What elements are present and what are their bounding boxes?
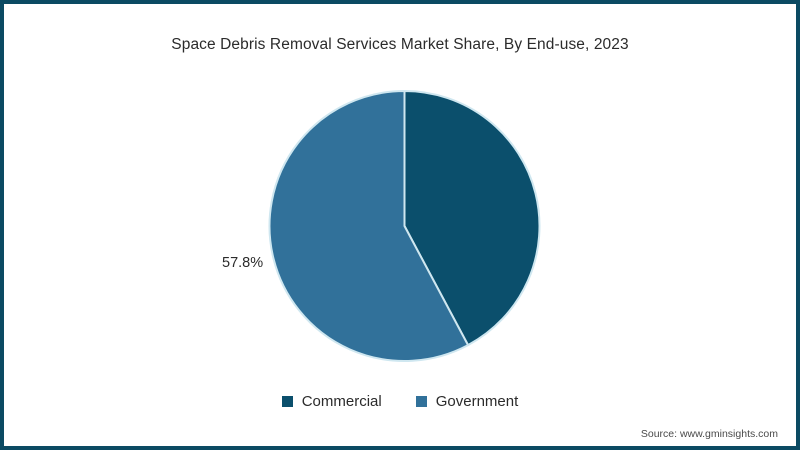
legend-item-commercial[interactable]: Commercial: [281, 393, 382, 410]
pie-chart: 57.8%: [4, 4, 796, 446]
legend-swatch-icon: [281, 396, 293, 407]
pie-slice-label-government: 57.8%: [222, 255, 264, 271]
pie-chart-svg: [268, 90, 541, 362]
chart-legend: Commercial Government: [4, 394, 796, 409]
legend-item-label: Commercial: [301, 393, 382, 410]
pie-slice-commercial[interactable]: [403, 90, 541, 347]
pie-slice-government[interactable]: [268, 90, 470, 362]
legend-swatch-icon: [415, 396, 427, 407]
pie-slice-group: [268, 90, 541, 362]
source-attribution: Source: www.gminsights.com: [640, 428, 778, 440]
legend-item-label: Government: [435, 393, 519, 410]
legend-item-government[interactable]: Government: [415, 393, 519, 410]
page-title: Space Debris Removal Services Market Sha…: [171, 36, 629, 53]
